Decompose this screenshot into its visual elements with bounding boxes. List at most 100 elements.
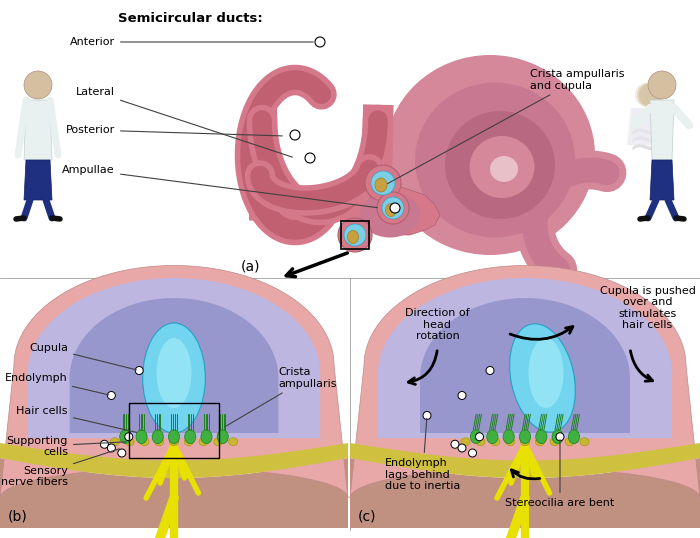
Text: Ampullae: Ampullae <box>62 165 377 208</box>
Text: Semicircular ducts:: Semicircular ducts: <box>118 12 262 25</box>
Text: Cupula: Cupula <box>29 343 136 370</box>
Ellipse shape <box>140 438 149 446</box>
Circle shape <box>648 71 676 99</box>
Circle shape <box>475 433 484 441</box>
Polygon shape <box>0 443 348 478</box>
Text: Endolymph: Endolymph <box>6 373 108 395</box>
Circle shape <box>305 153 315 163</box>
Text: Crista ampullaris
and cupula: Crista ampullaris and cupula <box>387 69 624 183</box>
Polygon shape <box>350 458 700 528</box>
Ellipse shape <box>445 111 555 219</box>
Text: Posterior: Posterior <box>66 125 282 136</box>
Ellipse shape <box>201 430 212 444</box>
Circle shape <box>468 449 477 457</box>
Ellipse shape <box>565 438 574 446</box>
Polygon shape <box>420 298 630 433</box>
Ellipse shape <box>375 178 387 192</box>
Text: Crista
ampullaris: Crista ampullaris <box>225 367 337 427</box>
Ellipse shape <box>550 438 559 446</box>
Circle shape <box>100 440 108 448</box>
Ellipse shape <box>519 430 531 444</box>
Text: Lateral: Lateral <box>76 87 293 157</box>
Text: (c): (c) <box>358 509 377 523</box>
Ellipse shape <box>552 430 564 444</box>
Ellipse shape <box>536 430 547 444</box>
Polygon shape <box>350 443 700 478</box>
Ellipse shape <box>229 438 238 446</box>
Polygon shape <box>24 160 52 200</box>
Ellipse shape <box>486 430 498 444</box>
Circle shape <box>315 37 325 47</box>
Ellipse shape <box>111 438 120 446</box>
Circle shape <box>458 392 466 400</box>
Circle shape <box>377 192 409 224</box>
Ellipse shape <box>155 438 164 446</box>
Circle shape <box>118 449 126 457</box>
Ellipse shape <box>510 324 575 432</box>
Circle shape <box>338 218 372 252</box>
Ellipse shape <box>386 203 396 216</box>
Polygon shape <box>628 108 670 145</box>
Circle shape <box>290 130 300 140</box>
Polygon shape <box>69 298 279 433</box>
Polygon shape <box>28 278 320 438</box>
Ellipse shape <box>214 438 223 446</box>
Circle shape <box>637 83 661 107</box>
Text: Direction of
head
rotation: Direction of head rotation <box>405 308 470 341</box>
Ellipse shape <box>528 338 564 408</box>
Text: Cupula is pushed
over and
stimulates
hair cells: Cupula is pushed over and stimulates hai… <box>600 286 695 330</box>
Circle shape <box>365 165 401 201</box>
Polygon shape <box>350 266 700 498</box>
Polygon shape <box>335 185 440 235</box>
Polygon shape <box>0 266 348 498</box>
Ellipse shape <box>185 430 196 444</box>
Circle shape <box>639 83 663 107</box>
Ellipse shape <box>568 430 580 444</box>
Ellipse shape <box>347 230 358 244</box>
Ellipse shape <box>120 430 131 444</box>
Circle shape <box>135 366 143 374</box>
Text: Endolymph
lags behind
due to inertia: Endolymph lags behind due to inertia <box>385 418 461 491</box>
Text: Supporting
cells: Supporting cells <box>6 435 126 457</box>
Circle shape <box>635 83 659 107</box>
Circle shape <box>107 444 116 452</box>
Ellipse shape <box>521 438 529 446</box>
Ellipse shape <box>385 55 595 255</box>
Polygon shape <box>378 278 672 438</box>
Ellipse shape <box>382 197 404 219</box>
Circle shape <box>451 440 459 448</box>
Ellipse shape <box>470 136 535 198</box>
Polygon shape <box>0 458 348 528</box>
Polygon shape <box>24 100 52 160</box>
Ellipse shape <box>169 430 180 444</box>
Ellipse shape <box>490 156 518 182</box>
Text: Sensory
nerve fibers: Sensory nerve fibers <box>1 449 119 487</box>
Ellipse shape <box>184 438 193 446</box>
Ellipse shape <box>157 338 191 408</box>
Ellipse shape <box>461 438 470 446</box>
Ellipse shape <box>476 438 485 446</box>
Polygon shape <box>627 108 669 145</box>
Bar <box>129 403 219 458</box>
Ellipse shape <box>580 438 589 446</box>
Ellipse shape <box>136 430 147 444</box>
Ellipse shape <box>503 430 514 444</box>
Ellipse shape <box>217 430 228 444</box>
Circle shape <box>107 392 116 400</box>
Ellipse shape <box>169 438 178 446</box>
Circle shape <box>458 444 466 452</box>
Ellipse shape <box>344 224 366 246</box>
Text: ≋: ≋ <box>628 119 662 161</box>
Text: (a): (a) <box>240 260 260 274</box>
Ellipse shape <box>152 430 163 444</box>
Ellipse shape <box>143 323 205 433</box>
Text: (b): (b) <box>8 509 28 523</box>
Ellipse shape <box>470 430 482 444</box>
Ellipse shape <box>125 438 134 446</box>
Ellipse shape <box>360 193 420 237</box>
Ellipse shape <box>536 438 545 446</box>
Circle shape <box>486 366 494 374</box>
Ellipse shape <box>491 438 500 446</box>
Circle shape <box>24 71 52 99</box>
Polygon shape <box>650 100 674 160</box>
